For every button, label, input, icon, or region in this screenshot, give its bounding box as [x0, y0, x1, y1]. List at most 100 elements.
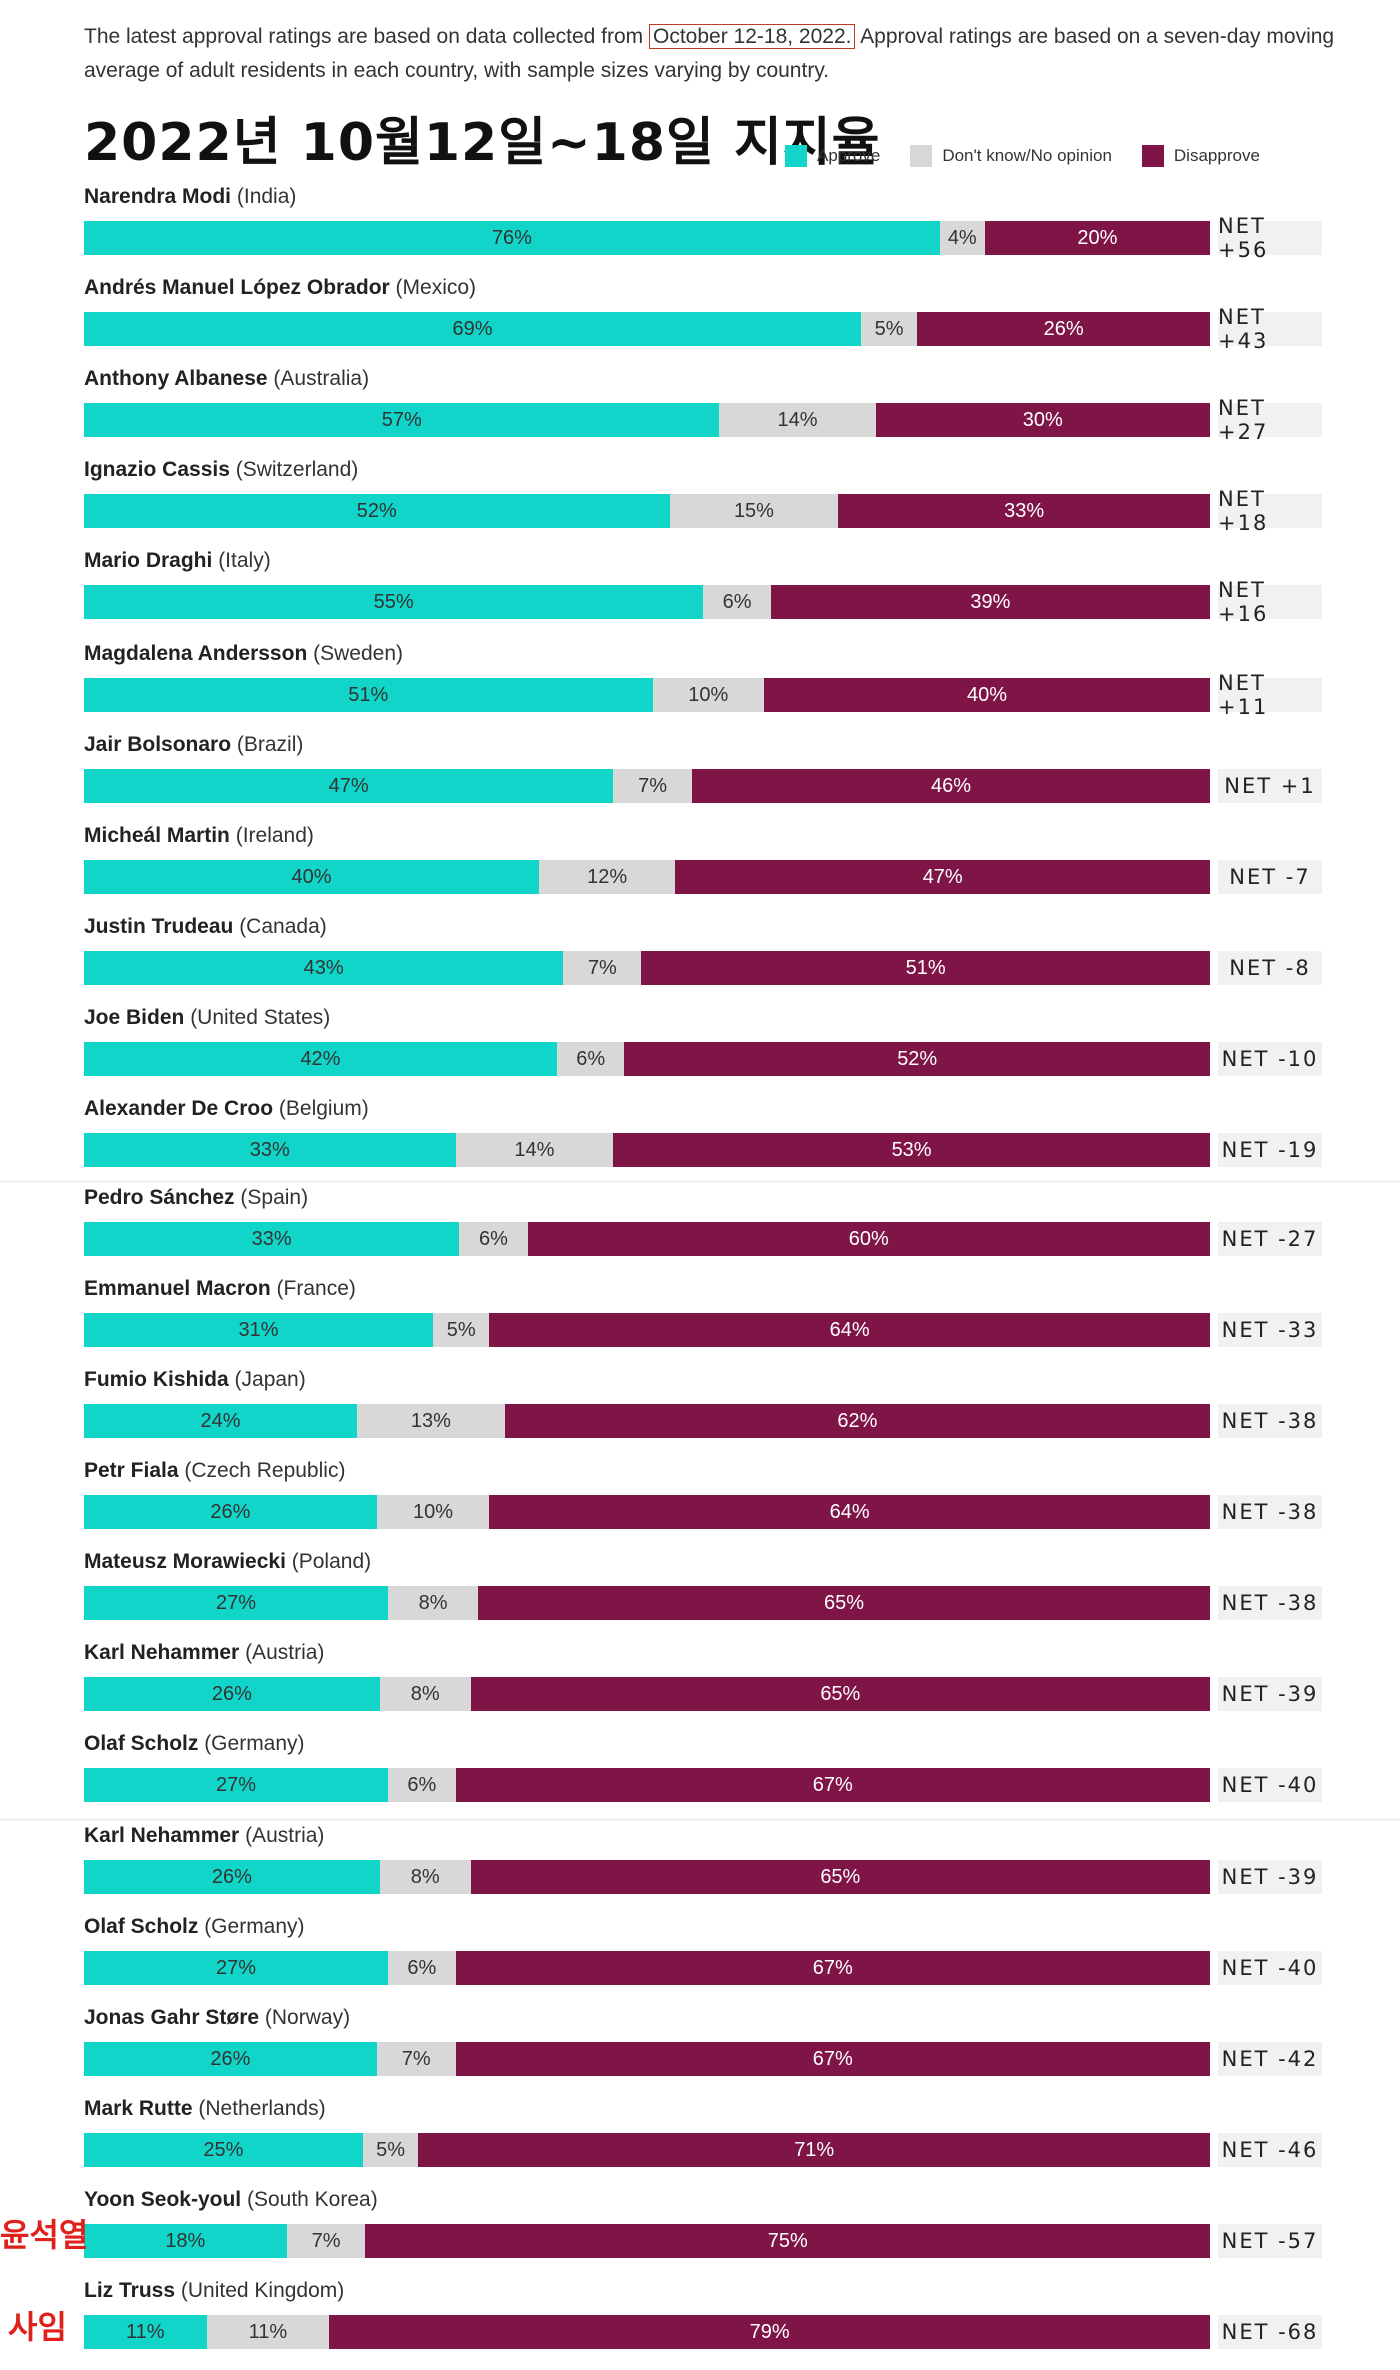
disapprove-segment: 20%	[984, 221, 1210, 255]
net-score: NET -46	[1218, 2133, 1322, 2167]
chart-row: Anthony Albanese (Australia) 57% 14% 30% NET…	[0, 367, 1400, 458]
dont-know-swatch	[910, 145, 933, 167]
country-name: (United Kingdom)	[175, 2279, 345, 2302]
row-label: Micheál Martin (Ireland)	[84, 824, 314, 848]
image-seam	[0, 1180, 1400, 1183]
stacked-bar: 76% 4% 20%	[84, 221, 1210, 255]
chart-row: Pedro Sánchez (Spain) 33% 6% 60% NET -27	[0, 1186, 1400, 1277]
approve-segment: 25%	[84, 2133, 363, 2167]
country-name: (South Korea)	[241, 2188, 378, 2211]
net-score: NET -33	[1218, 1313, 1322, 1347]
legend-approve: Approve	[785, 145, 880, 167]
approve-segment: 76%	[84, 221, 940, 255]
disapprove-segment: 53%	[613, 1133, 1210, 1167]
country-name: (Italy)	[212, 549, 271, 572]
stacked-bar: 24% 13% 62%	[84, 1404, 1210, 1438]
country-name: (Belgium)	[273, 1097, 369, 1120]
row-label: Anthony Albanese (Australia)	[84, 367, 369, 391]
stacked-bar: 27% 6% 67%	[84, 1768, 1210, 1802]
dont-know-segment: 7%	[286, 2224, 366, 2258]
leader-name: Mark Rutte	[84, 2097, 193, 2120]
country-name: (United States)	[184, 1006, 331, 1029]
disapprove-segment: 39%	[770, 585, 1210, 619]
intro-text-before: The latest approval ratings are based on…	[84, 25, 649, 48]
dont-know-segment: 8%	[379, 1677, 471, 1711]
annotation-yoon: 윤석열	[0, 2216, 89, 2254]
approve-segment: 27%	[84, 1586, 389, 1620]
country-name: (Poland)	[285, 1550, 372, 1573]
dont-know-segment: 12%	[538, 860, 676, 894]
row-label: Yoon Seok-youl (South Korea)	[84, 2188, 378, 2212]
country-name: (Mexico)	[389, 276, 477, 299]
net-score: NET -27	[1218, 1222, 1322, 1256]
approve-segment: 42%	[84, 1042, 557, 1076]
approve-segment: 18%	[84, 2224, 287, 2258]
net-score: NET -38	[1218, 1586, 1322, 1620]
chart-legend: Approve Don't know/No opinion Disapprove	[785, 145, 1290, 167]
net-score: NET +56	[1218, 214, 1322, 262]
dont-know-segment: 7%	[613, 769, 693, 803]
net-score: NET -7	[1218, 860, 1322, 894]
disapprove-segment: 26%	[917, 312, 1210, 346]
net-score: NET -39	[1218, 1860, 1322, 1894]
dont-know-segment: 5%	[860, 312, 918, 346]
legend-dont-know: Don't know/No opinion	[910, 145, 1112, 167]
stacked-bar: 26% 10% 64%	[84, 1495, 1210, 1529]
leader-name: Magdalena Andersson	[84, 642, 308, 665]
net-score: NET +1	[1218, 769, 1322, 803]
dont-know-segment: 4%	[939, 221, 985, 255]
dont-know-segment: 5%	[433, 1313, 490, 1347]
dont-know-segment: 15%	[669, 494, 839, 528]
disapprove-segment: 60%	[527, 1222, 1210, 1256]
stacked-bar: 33% 6% 60%	[84, 1222, 1210, 1256]
approve-segment: 47%	[84, 769, 614, 803]
row-label: Ignazio Cassis (Switzerland)	[84, 458, 358, 482]
approve-segment: 27%	[84, 1951, 389, 1985]
disapprove-segment: 64%	[489, 1313, 1210, 1347]
row-label: Olaf Scholz (Germany)	[84, 1915, 305, 1939]
stacked-bar: 27% 6% 67%	[84, 1951, 1210, 1985]
row-label: Karl Nehammer (Austria)	[84, 1824, 324, 1848]
row-label: Justin Trudeau (Canada)	[84, 915, 327, 939]
net-score: NET -57	[1218, 2224, 1322, 2258]
legend-disapprove-label: Disapprove	[1173, 146, 1260, 165]
dont-know-segment: 10%	[376, 1495, 490, 1529]
leader-name: Olaf Scholz	[84, 1732, 199, 1755]
net-score: NET +43	[1218, 305, 1322, 353]
chart-row: Mario Draghi (Italy) 55% 6% 39% NET +16	[0, 549, 1400, 640]
net-score: NET -10	[1218, 1042, 1322, 1076]
disapprove-segment: 52%	[624, 1042, 1210, 1076]
disapprove-segment: 62%	[504, 1404, 1210, 1438]
country-name: (Australia)	[267, 367, 370, 390]
country-name: (India)	[231, 185, 297, 208]
legend-dont-know-label: Don't know/No opinion	[942, 146, 1112, 165]
leader-name: Andrés Manuel López Obrador	[84, 276, 390, 299]
net-score: NET -40	[1218, 1768, 1322, 1802]
dont-know-segment: 6%	[703, 585, 771, 619]
leader-name: Justin Trudeau	[84, 915, 234, 938]
stacked-bar: 43% 7% 51%	[84, 951, 1210, 985]
dont-know-segment: 6%	[388, 1951, 456, 1985]
country-name: (Japan)	[228, 1368, 306, 1391]
chart-row: Ignazio Cassis (Switzerland) 52% 15% 33% NET…	[0, 458, 1400, 549]
net-score: NET -39	[1218, 1677, 1322, 1711]
leader-name: Karl Nehammer	[84, 1641, 240, 1664]
disapprove-segment: 65%	[470, 1677, 1210, 1711]
chart-row: Jonas Gahr Støre (Norway) 26% 7% 67% NET -42	[0, 2006, 1400, 2097]
net-score: NET -8	[1218, 951, 1322, 985]
net-score: NET -68	[1218, 2315, 1322, 2349]
approve-segment: 40%	[84, 860, 539, 894]
chart-row: Yoon Seok-youl (South Korea) 18% 7% 75% NET …	[0, 2188, 1400, 2279]
row-label: Mateusz Morawiecki (Poland)	[84, 1550, 371, 1574]
stacked-bar: 55% 6% 39%	[84, 585, 1210, 619]
korean-title: 2022년 10월12일~18일 지지율	[84, 113, 881, 173]
country-name: (Austria)	[239, 1641, 325, 1664]
row-label: Mario Draghi (Italy)	[84, 549, 271, 573]
leader-name: Narendra Modi	[84, 185, 232, 208]
leader-name: Emmanuel Macron	[84, 1277, 271, 1300]
stacked-bar: 25% 5% 71%	[84, 2133, 1210, 2167]
stacked-bar: 26% 8% 65%	[84, 1677, 1210, 1711]
dont-know-segment: 13%	[356, 1404, 505, 1438]
row-label: Jonas Gahr Støre (Norway)	[84, 2006, 350, 2030]
leader-name: Karl Nehammer	[84, 1824, 240, 1847]
